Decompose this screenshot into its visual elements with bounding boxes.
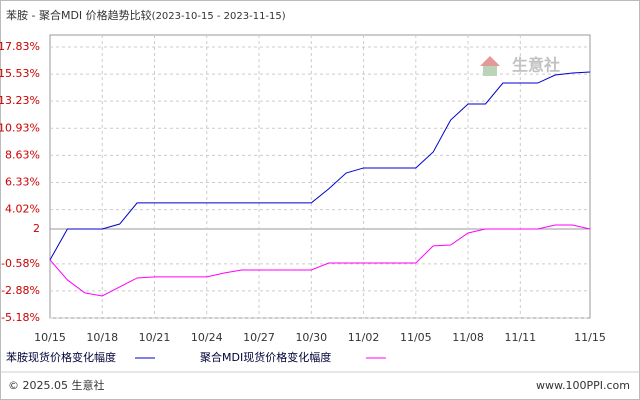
x-tick-label: 10/18 bbox=[86, 331, 118, 344]
x-tick-label: 11/08 bbox=[452, 331, 484, 344]
y-tick-label: 4.02% bbox=[5, 203, 40, 216]
y-tick-label: -5.18% bbox=[1, 311, 40, 324]
watermark-logo bbox=[480, 56, 500, 76]
footer-right: www.100PPI.com bbox=[536, 379, 630, 392]
y-tick-label: 10.93% bbox=[0, 121, 40, 134]
y-tick-label: 2 bbox=[33, 222, 40, 235]
series-line bbox=[49, 71, 591, 261]
legend-label: 苯胺现货价格变化幅度 bbox=[6, 350, 116, 364]
y-tick-label: 17.83% bbox=[0, 40, 40, 53]
x-tick-label: 10/21 bbox=[139, 331, 171, 344]
y-tick-label: 6.33% bbox=[5, 175, 40, 188]
y-tick-label: 8.63% bbox=[5, 148, 40, 161]
x-tick-label: 10/24 bbox=[191, 331, 223, 344]
x-tick-label: 11/02 bbox=[348, 331, 380, 344]
watermark: 生意社 bbox=[512, 56, 560, 75]
y-tick-label: 13.23% bbox=[0, 94, 40, 107]
y-tick-label: -2.88% bbox=[1, 284, 40, 297]
chart-title: 苯胺 - 聚合MDI 价格趋势比较(2023-10-15 - 2023-11-1… bbox=[6, 8, 286, 22]
x-tick-label: 11/05 bbox=[400, 331, 432, 344]
series-line bbox=[49, 224, 591, 297]
x-tick-label: 11/15 bbox=[574, 331, 606, 344]
x-tick-label: 10/30 bbox=[295, 331, 327, 344]
x-tick-label: 10/27 bbox=[243, 331, 275, 344]
x-tick-label: 10/15 bbox=[34, 331, 66, 344]
x-tick-label: 11/11 bbox=[504, 331, 536, 344]
footer-left: © 2025.05 生意社 bbox=[8, 378, 104, 392]
y-tick-label: -0.58% bbox=[1, 257, 40, 270]
y-tick-label: 15.53% bbox=[0, 67, 40, 80]
legend-label: 聚合MDI现货价格变化幅度 bbox=[200, 350, 331, 364]
